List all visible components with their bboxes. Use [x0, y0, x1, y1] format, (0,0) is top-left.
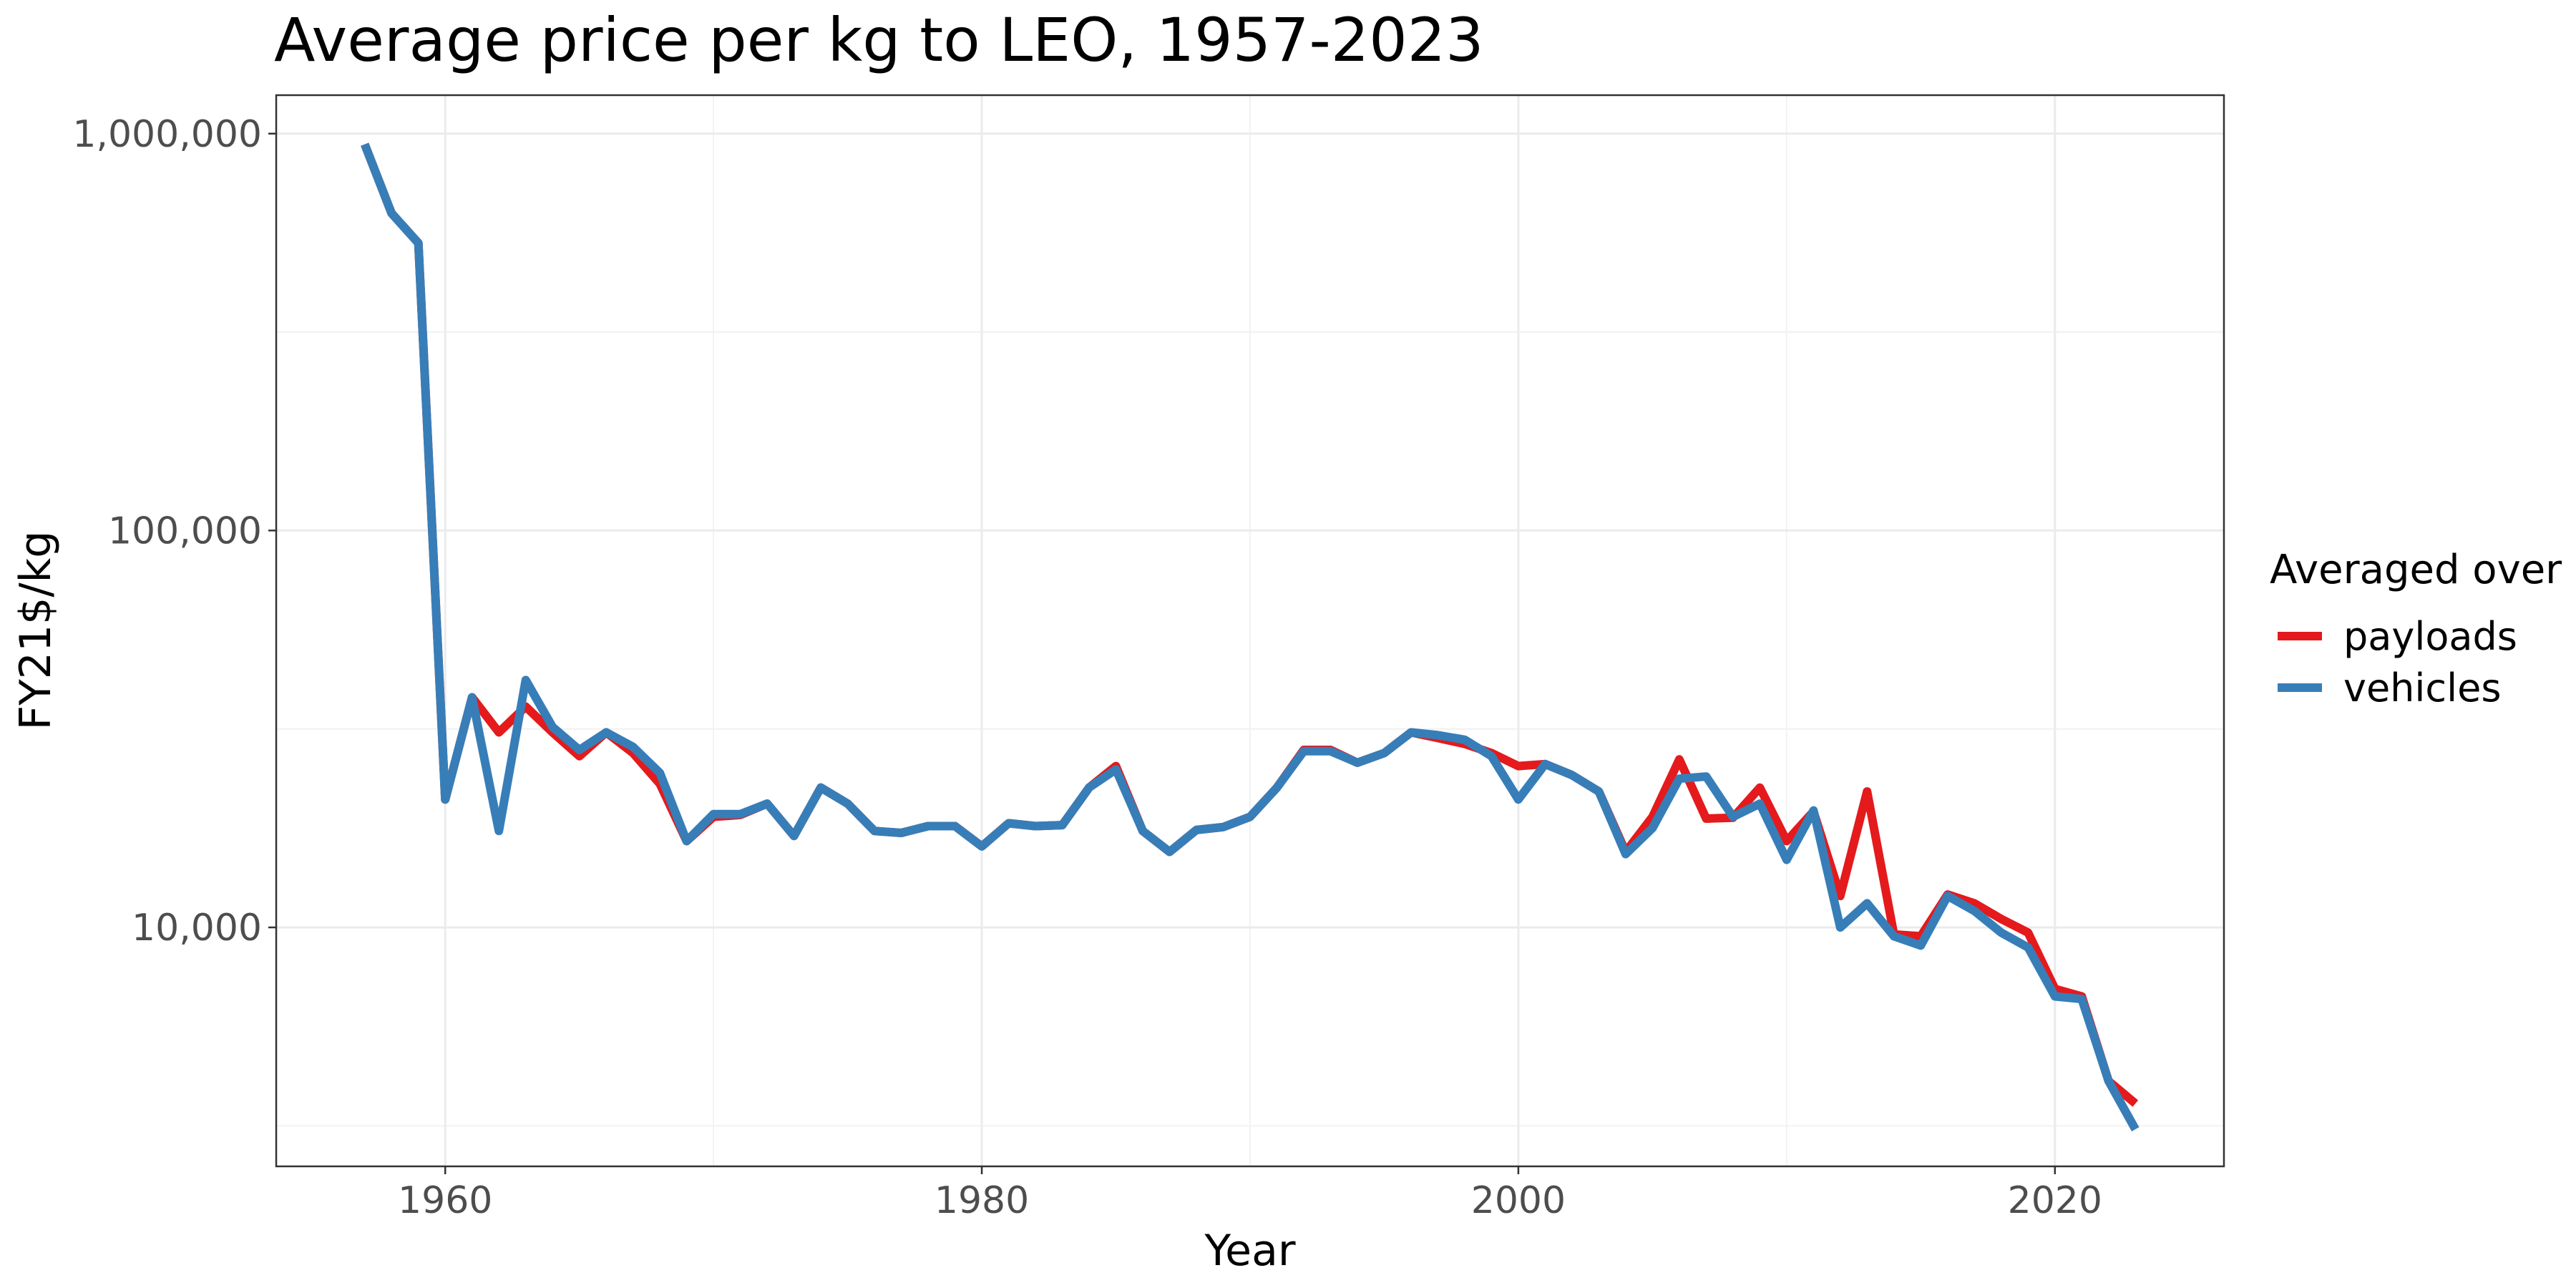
- plot-border: [275, 94, 2225, 1168]
- x-tick-label: 2000: [1471, 1179, 1566, 1222]
- legend: Averaged over payloads vehicles: [2270, 547, 2562, 711]
- y-axis-title: FY21$/kg: [11, 531, 61, 731]
- x-axis-title: Year: [1204, 1226, 1295, 1276]
- y-tick-label: 100,000: [108, 509, 262, 552]
- legend-label-payloads: payloads: [2343, 614, 2517, 659]
- legend-label-vehicles: vehicles: [2343, 665, 2501, 711]
- y-tick-label: 1,000,000: [72, 113, 262, 156]
- series-line-vehicles: [361, 142, 2140, 1132]
- series-lines: [361, 142, 2140, 1132]
- x-tick-label: 2020: [2008, 1179, 2102, 1222]
- x-tick-label: 1960: [398, 1179, 492, 1222]
- axis-ticks: 1960 1980 2000 2020 10,000 100,000 1,000,000: [72, 113, 2102, 1222]
- grid-lines: [276, 95, 2224, 1166]
- x-tick-label: 1980: [935, 1179, 1029, 1222]
- y-tick-label: 10,000: [132, 907, 262, 950]
- chart-title: Average price per kg to LEO, 1957-2023: [274, 5, 1484, 75]
- legend-title: Averaged over: [2270, 547, 2562, 593]
